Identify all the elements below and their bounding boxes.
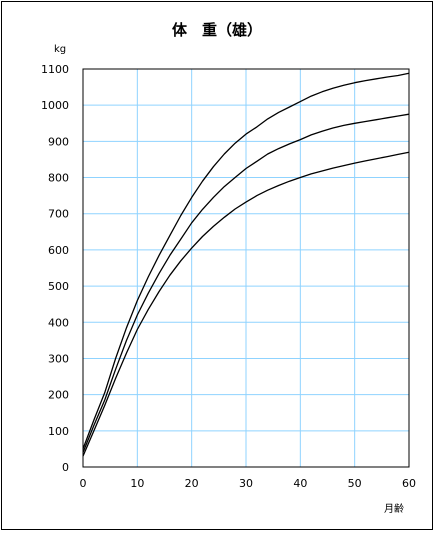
x-tick-labels: 0 10 20 30 40 50 60: [80, 477, 417, 490]
y-tick-label: 200: [48, 389, 69, 402]
y-tick-label: 100: [48, 425, 69, 438]
x-axis-unit: 月齢: [384, 502, 404, 515]
series-line-upper-curve: [82, 72, 410, 450]
y-tick-label: 1000: [41, 99, 69, 112]
plot-area-border: [82, 68, 410, 468]
weight-chart: 体 重（雄） kg 月齢 0 10 20 30 40 50 60 0 100 200 300 400…: [41, 21, 417, 515]
y-tick-label: 1100: [41, 63, 69, 76]
series-line-lower-curve: [82, 151, 410, 457]
chart-title: 体 重（雄）: [172, 21, 262, 39]
grid: [83, 69, 409, 467]
y-tick-label: 600: [48, 244, 69, 257]
y-tick-label: 500: [48, 280, 69, 293]
y-tick-label: 300: [48, 352, 69, 365]
series-group: [82, 72, 410, 457]
x-tick-label: 30: [239, 477, 253, 490]
y-tick-label: 0: [62, 461, 69, 474]
x-tick-label: 10: [130, 477, 144, 490]
x-tick-label: 50: [348, 477, 362, 490]
series-line-middle-curve: [82, 113, 410, 453]
x-tick-label: 40: [293, 477, 307, 490]
y-axis-unit: kg: [54, 44, 66, 55]
y-tick-labels: 0 100 200 300 400 500 600 700 800 900 1000 1100: [41, 63, 69, 474]
x-tick-label: 60: [402, 477, 416, 490]
y-tick-label: 800: [48, 172, 69, 185]
x-tick-label: 0: [80, 477, 87, 490]
y-tick-label: 400: [48, 316, 69, 329]
y-tick-label: 700: [48, 208, 69, 221]
x-tick-label: 20: [185, 477, 199, 490]
y-tick-label: 900: [48, 135, 69, 148]
